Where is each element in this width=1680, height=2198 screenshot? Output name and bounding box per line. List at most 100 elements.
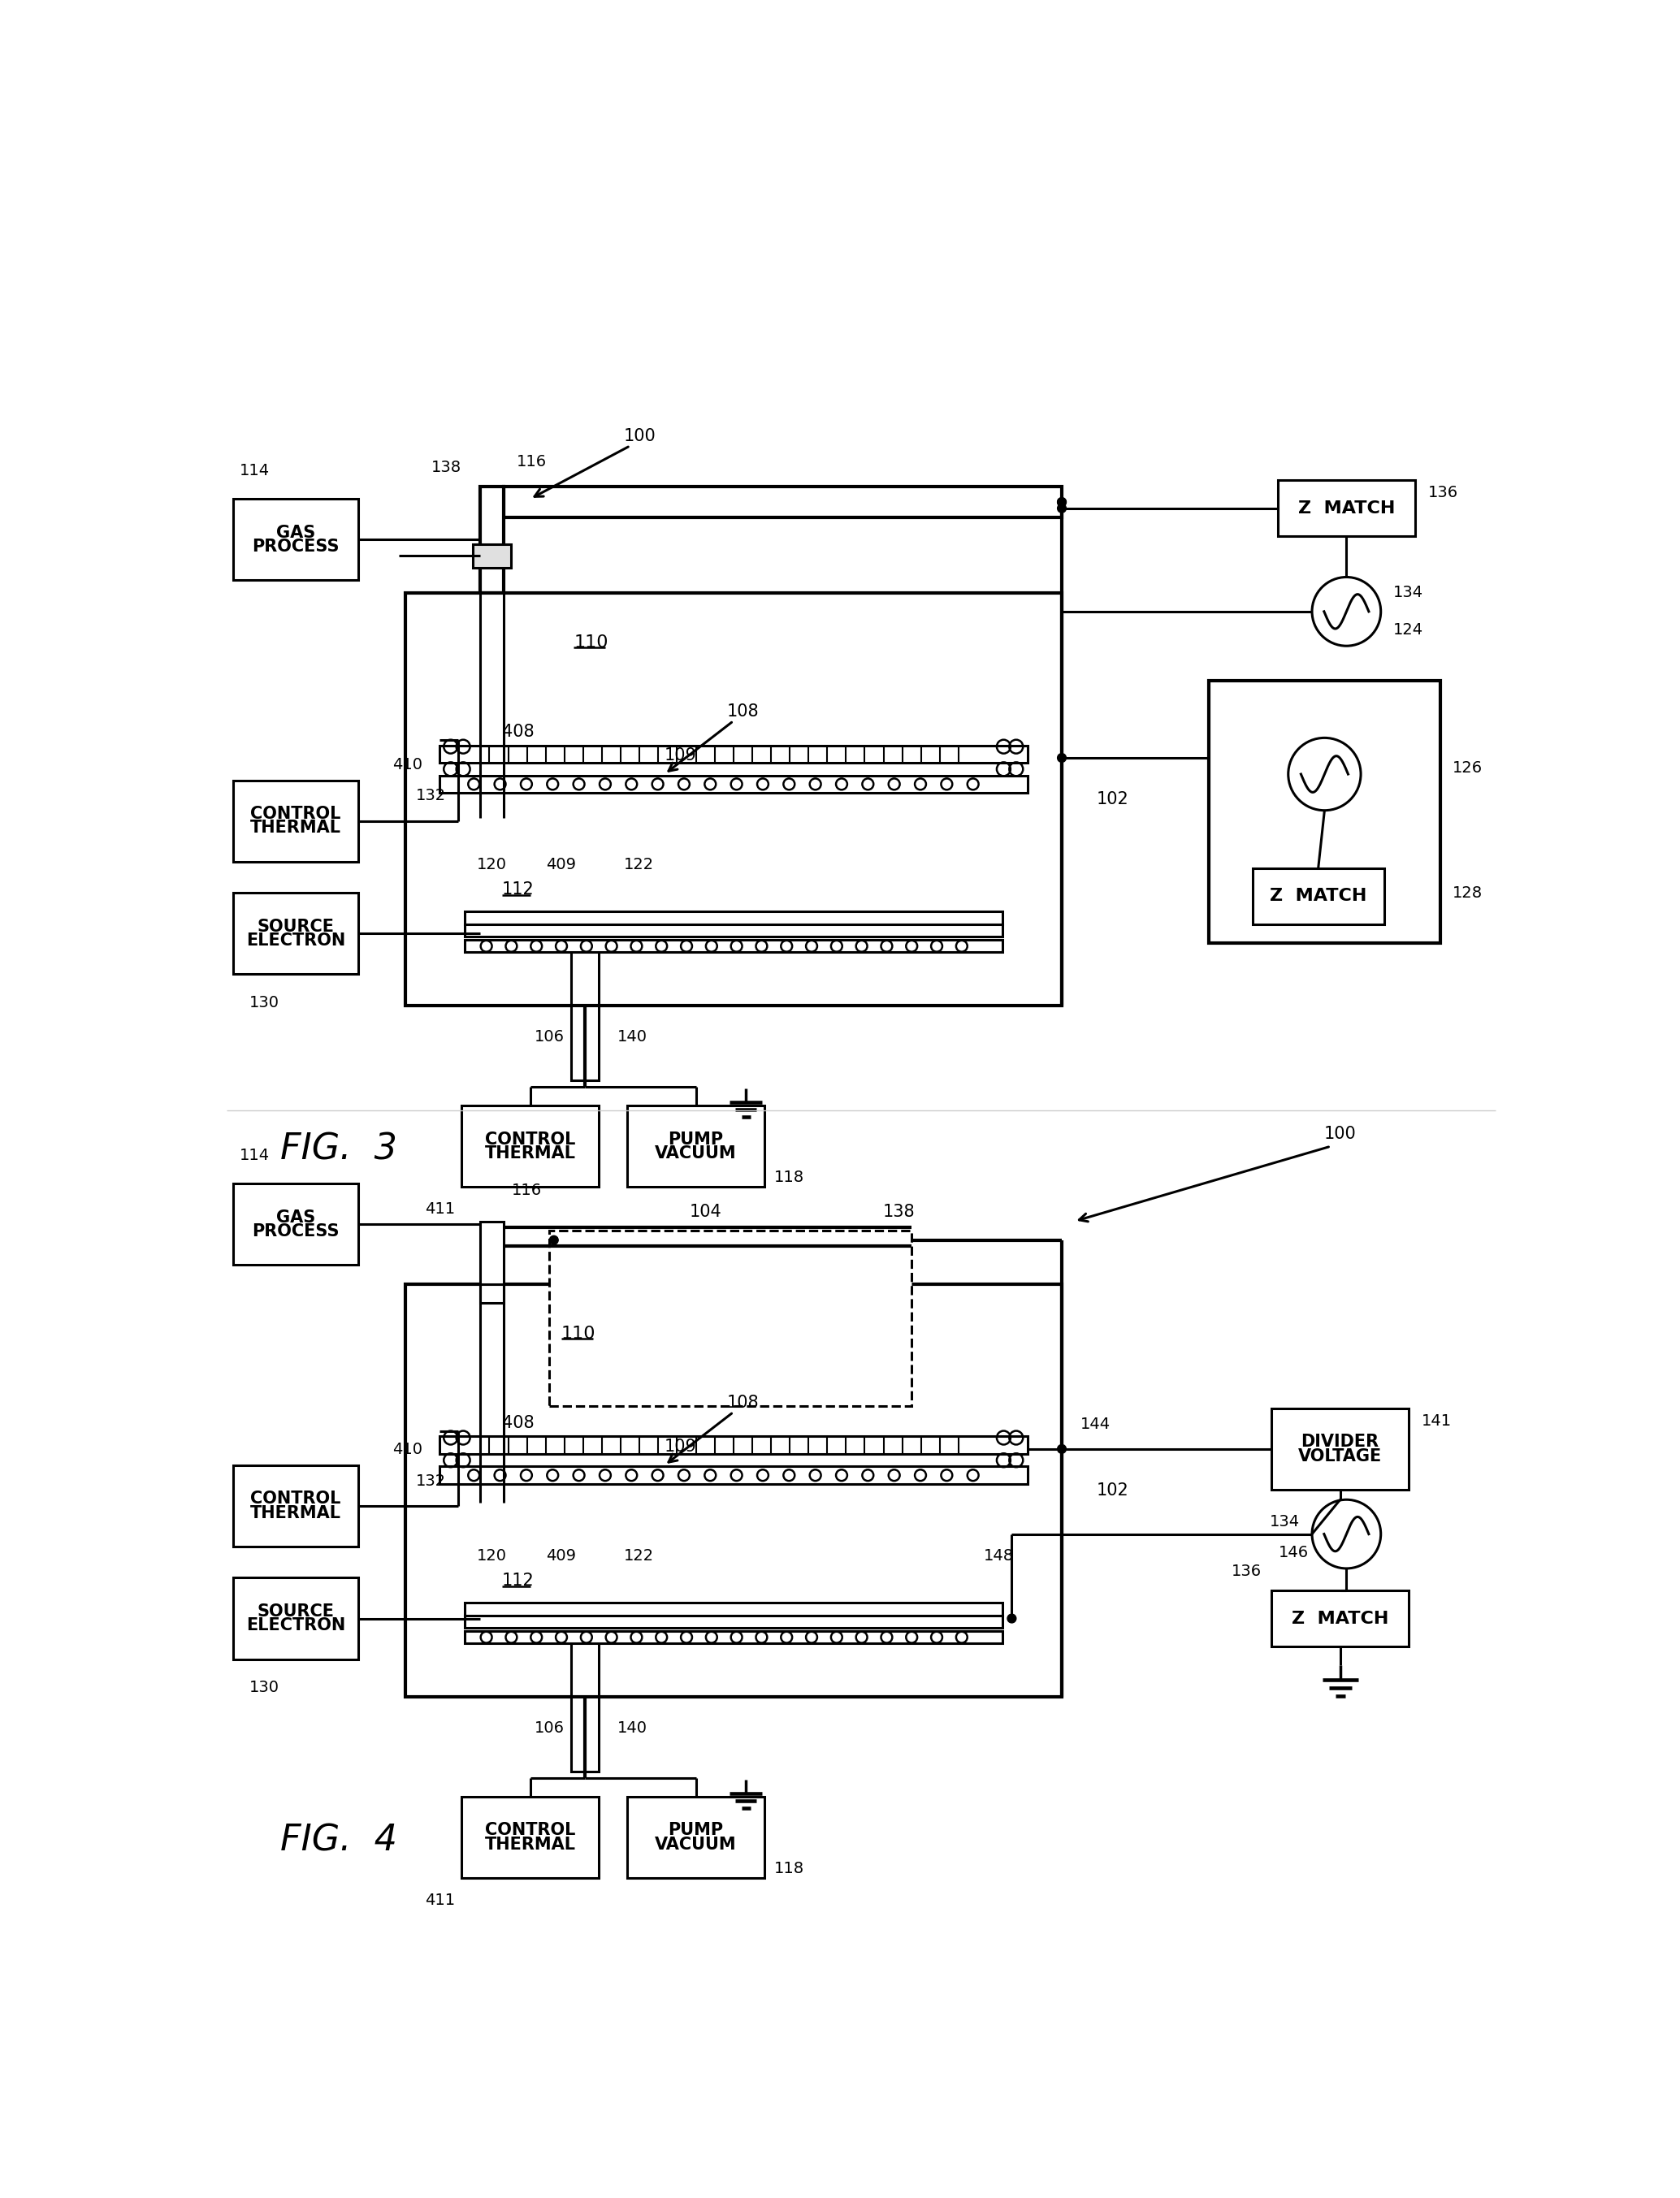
Bar: [464, 1616, 1003, 1629]
Text: 140: 140: [618, 1721, 648, 1736]
Text: 110: 110: [575, 635, 608, 651]
Bar: [464, 1602, 1003, 1616]
Text: 410: 410: [393, 1442, 423, 1457]
Text: VOLTAGE: VOLTAGE: [1299, 1448, 1383, 1464]
Text: 148: 148: [983, 1547, 1013, 1563]
Bar: [571, 1697, 598, 1772]
Bar: [464, 1631, 1003, 1644]
Text: 104: 104: [689, 1205, 721, 1220]
Text: 134: 134: [1270, 1514, 1300, 1530]
Text: 408: 408: [502, 1416, 534, 1431]
Text: 114: 114: [239, 1147, 269, 1163]
Text: Z  MATCH: Z MATCH: [1292, 1611, 1389, 1627]
Circle shape: [1057, 497, 1067, 506]
Bar: [234, 1578, 358, 1659]
Circle shape: [549, 1235, 558, 1244]
Text: 128: 128: [1453, 886, 1483, 901]
Text: GAS: GAS: [276, 1209, 316, 1226]
Text: 109: 109: [665, 1437, 697, 1455]
Circle shape: [1057, 1444, 1067, 1453]
Text: 116: 116: [516, 453, 546, 468]
Text: THERMAL: THERMAL: [250, 1506, 341, 1521]
Bar: [405, 593, 1062, 1004]
Bar: [464, 912, 1003, 923]
Text: 130: 130: [249, 1679, 279, 1695]
Bar: [480, 1222, 504, 1284]
Text: 144: 144: [1080, 1416, 1110, 1431]
Text: 122: 122: [623, 857, 654, 873]
Text: 112: 112: [502, 881, 534, 899]
Bar: [234, 1466, 358, 1547]
Bar: [405, 1284, 1062, 1697]
Bar: [627, 1796, 764, 1877]
Text: 411: 411: [425, 1892, 455, 1908]
Text: 102: 102: [1097, 791, 1129, 807]
Text: 116: 116: [511, 1183, 541, 1198]
Text: 136: 136: [1231, 1563, 1262, 1580]
Text: 134: 134: [1393, 585, 1423, 600]
Text: ELECTRON: ELECTRON: [245, 1618, 344, 1633]
Text: 409: 409: [546, 1547, 576, 1563]
Text: SOURCE: SOURCE: [257, 919, 334, 934]
Bar: [440, 1437, 1028, 1455]
Circle shape: [1057, 754, 1067, 763]
Bar: [462, 1106, 598, 1187]
Text: CONTROL: CONTROL: [486, 1132, 575, 1147]
Bar: [464, 923, 1003, 936]
Bar: [440, 745, 1028, 763]
Bar: [1277, 479, 1415, 536]
Text: 136: 136: [1428, 486, 1458, 501]
Circle shape: [1057, 503, 1067, 512]
Bar: [549, 1231, 912, 1407]
Text: 146: 146: [1278, 1545, 1309, 1561]
Text: 132: 132: [415, 1473, 445, 1488]
Text: 112: 112: [502, 1574, 534, 1589]
Text: 138: 138: [884, 1205, 916, 1220]
Text: 100: 100: [623, 429, 655, 444]
Text: FIG.  4: FIG. 4: [281, 1822, 396, 1857]
Bar: [504, 486, 1062, 519]
Text: CONTROL: CONTROL: [250, 1490, 341, 1508]
Text: PROCESS: PROCESS: [252, 539, 339, 554]
Text: 124: 124: [1393, 622, 1423, 637]
Text: FIG.  3: FIG. 3: [281, 1132, 396, 1167]
Bar: [464, 941, 1003, 952]
Bar: [234, 499, 358, 580]
Text: 410: 410: [393, 756, 423, 771]
Text: 109: 109: [665, 747, 697, 763]
Bar: [571, 1004, 598, 1081]
Text: CONTROL: CONTROL: [250, 807, 341, 822]
Text: PUMP: PUMP: [669, 1132, 724, 1147]
Text: THERMAL: THERMAL: [484, 1145, 576, 1161]
Text: 120: 120: [477, 1547, 507, 1563]
Text: 141: 141: [1421, 1413, 1452, 1429]
Bar: [1210, 681, 1440, 943]
Text: 138: 138: [432, 459, 462, 475]
Text: PUMP: PUMP: [669, 1822, 724, 1838]
Bar: [234, 1185, 358, 1266]
Text: ELECTRON: ELECTRON: [245, 932, 344, 950]
Bar: [1272, 1591, 1410, 1646]
Text: Z  MATCH: Z MATCH: [1299, 501, 1394, 517]
Text: THERMAL: THERMAL: [484, 1835, 576, 1853]
Text: 411: 411: [425, 1200, 455, 1215]
Bar: [480, 486, 504, 593]
Text: Z  MATCH: Z MATCH: [1270, 888, 1368, 903]
Bar: [1272, 1409, 1410, 1490]
Bar: [480, 1284, 504, 1303]
Text: 108: 108: [727, 703, 759, 719]
Text: CONTROL: CONTROL: [486, 1822, 575, 1838]
Text: VACUUM: VACUUM: [655, 1145, 738, 1161]
Text: 108: 108: [727, 1394, 759, 1411]
Bar: [627, 1106, 764, 1187]
Text: 120: 120: [477, 857, 507, 873]
Text: GAS: GAS: [276, 525, 316, 541]
Text: 408: 408: [502, 723, 534, 741]
Text: 100: 100: [1324, 1125, 1356, 1143]
Text: PROCESS: PROCESS: [252, 1224, 339, 1240]
Text: 126: 126: [1453, 761, 1483, 776]
Text: VACUUM: VACUUM: [655, 1835, 738, 1853]
Text: 102: 102: [1097, 1481, 1129, 1499]
Circle shape: [1008, 1613, 1016, 1622]
Text: 132: 132: [415, 789, 445, 804]
